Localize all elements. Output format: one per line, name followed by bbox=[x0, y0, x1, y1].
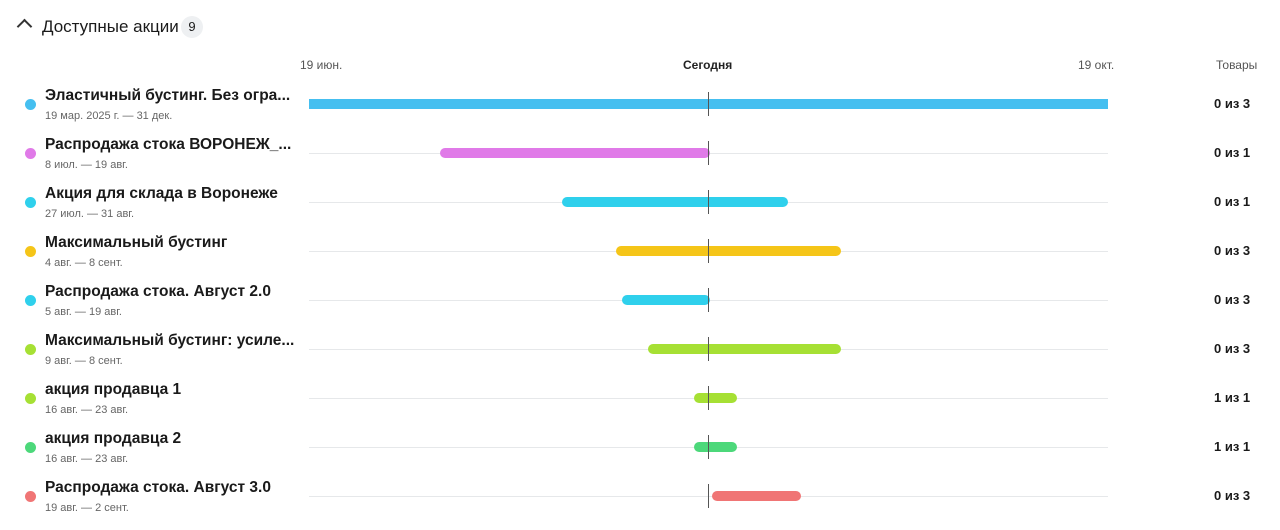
promo-dates: 19 авг. — 2 сент. bbox=[45, 502, 129, 514]
count-badge: 9 bbox=[181, 16, 203, 38]
timeline-today: Сегодня bbox=[683, 58, 733, 72]
goods-header: Товары bbox=[1216, 58, 1258, 72]
promo-name[interactable]: акция продавца 2 bbox=[45, 430, 182, 447]
goods-count: 0 из 3 bbox=[1214, 488, 1251, 503]
status-dot bbox=[25, 197, 36, 208]
promo-name[interactable]: Распродажа стока. Август 3.0 bbox=[45, 479, 271, 496]
promo-bar bbox=[712, 491, 801, 501]
status-dot bbox=[25, 148, 36, 159]
goods-count: 0 из 3 bbox=[1214, 243, 1251, 258]
goods-count: 0 из 3 bbox=[1214, 96, 1251, 111]
today-line bbox=[708, 484, 709, 508]
promo-bar bbox=[616, 246, 841, 256]
status-dot bbox=[25, 295, 36, 306]
goods-count: 0 из 1 bbox=[1214, 145, 1251, 160]
today-line bbox=[708, 435, 709, 459]
today-line bbox=[708, 239, 709, 263]
today-line bbox=[708, 386, 709, 410]
goods-count: 1 из 1 bbox=[1214, 390, 1251, 405]
promo-name[interactable]: Акция для склада в Воронеже bbox=[45, 185, 278, 202]
promo-bar bbox=[694, 442, 737, 452]
promo-dates: 8 июл. — 19 авг. bbox=[45, 159, 128, 171]
promo-bar bbox=[694, 393, 737, 403]
section-title[interactable]: Доступные акции bbox=[42, 17, 179, 36]
goods-count: 0 из 1 bbox=[1214, 194, 1251, 209]
promo-bar bbox=[648, 344, 841, 354]
status-dot bbox=[25, 246, 36, 257]
promo-name[interactable]: Эластичный бустинг. Без огра... bbox=[45, 87, 291, 104]
status-dot bbox=[25, 442, 36, 453]
promo-name[interactable]: Максимальный бустинг: усиле... bbox=[45, 332, 295, 349]
goods-count: 0 из 3 bbox=[1214, 292, 1251, 307]
today-line bbox=[708, 190, 709, 214]
status-dot bbox=[25, 393, 36, 404]
collapse-chevron[interactable] bbox=[16, 18, 33, 35]
promo-dates: 4 авг. — 8 сент. bbox=[45, 257, 123, 269]
today-line bbox=[708, 337, 709, 361]
promo-dates: 16 авг. — 23 авг. bbox=[45, 453, 129, 465]
promo-dates: 27 июл. — 31 авг. bbox=[45, 208, 135, 220]
today-line bbox=[708, 141, 709, 165]
status-dot bbox=[25, 491, 36, 502]
today-line bbox=[708, 92, 709, 116]
promo-dates: 16 авг. — 23 авг. bbox=[45, 404, 129, 416]
promo-name[interactable]: Распродажа стока. Август 2.0 bbox=[45, 283, 271, 300]
timeline-end: 19 окт. bbox=[1078, 58, 1115, 72]
promo-dates: 9 авг. — 8 сент. bbox=[45, 355, 123, 367]
promo-dates: 19 мар. 2025 г. — 31 дек. bbox=[45, 110, 173, 122]
promo-bar bbox=[622, 295, 710, 305]
promo-dates: 5 авг. — 19 авг. bbox=[45, 306, 122, 318]
promo-name[interactable]: Максимальный бустинг bbox=[45, 234, 228, 251]
timeline-start: 19 июн. bbox=[300, 58, 343, 72]
status-dot bbox=[25, 99, 36, 110]
status-dot bbox=[25, 344, 36, 355]
promo-name[interactable]: Распродажа стока ВОРОНЕЖ_... bbox=[45, 136, 292, 153]
promo-bar bbox=[440, 148, 710, 158]
promo-name[interactable]: акция продавца 1 bbox=[45, 381, 182, 398]
promo-bar bbox=[562, 197, 788, 207]
goods-count: 0 из 3 bbox=[1214, 341, 1251, 356]
goods-count: 1 из 1 bbox=[1214, 439, 1251, 454]
today-line bbox=[708, 288, 709, 312]
